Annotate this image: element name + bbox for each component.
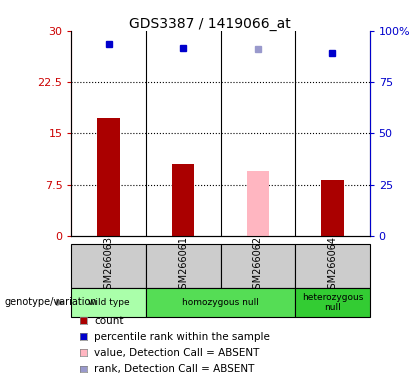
- Bar: [146, 244, 220, 288]
- Text: GSM266063: GSM266063: [104, 237, 114, 295]
- Bar: [146, 288, 295, 317]
- Bar: [71, 288, 146, 317]
- Bar: [295, 244, 370, 288]
- Text: GDS3387 / 1419066_at: GDS3387 / 1419066_at: [129, 17, 291, 31]
- Text: value, Detection Call = ABSENT: value, Detection Call = ABSENT: [94, 348, 260, 358]
- Bar: [97, 118, 120, 236]
- Bar: [220, 244, 295, 288]
- Bar: [71, 244, 146, 288]
- Text: GSM266064: GSM266064: [327, 237, 337, 295]
- Bar: [247, 171, 269, 236]
- Bar: [172, 164, 194, 236]
- Text: GSM266061: GSM266061: [178, 237, 188, 295]
- Text: homozygous null: homozygous null: [182, 298, 259, 307]
- Text: heterozygous
null: heterozygous null: [302, 293, 363, 312]
- Text: percentile rank within the sample: percentile rank within the sample: [94, 332, 270, 342]
- Bar: [295, 288, 370, 317]
- Text: wild type: wild type: [88, 298, 129, 307]
- Bar: [321, 180, 344, 236]
- Text: count: count: [94, 316, 124, 326]
- Text: rank, Detection Call = ABSENT: rank, Detection Call = ABSENT: [94, 364, 255, 374]
- Text: GSM266062: GSM266062: [253, 237, 263, 295]
- Text: genotype/variation: genotype/variation: [4, 297, 97, 308]
